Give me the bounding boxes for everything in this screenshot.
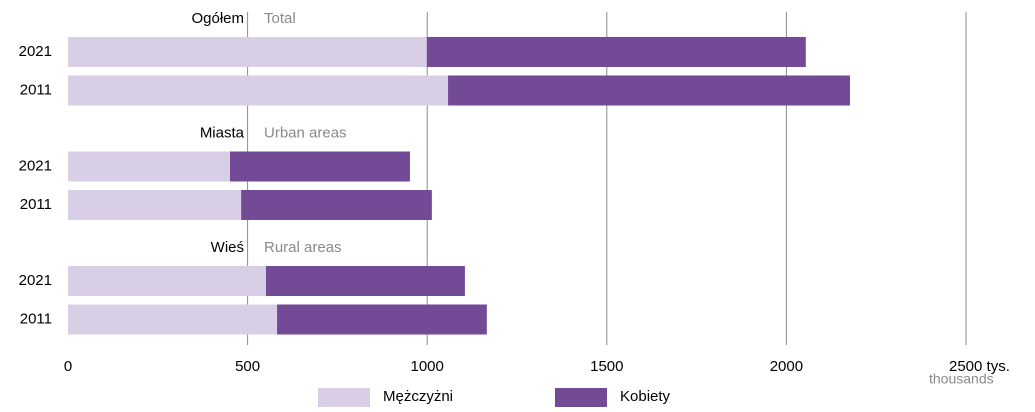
group-label-en: Urban areas — [264, 124, 347, 141]
bar — [241, 190, 432, 220]
bar — [265, 266, 465, 296]
y-tick-label: 2011 — [20, 81, 52, 98]
bar — [426, 37, 806, 67]
group-label-en: Rural areas — [264, 239, 342, 256]
bar — [68, 266, 266, 296]
x-tick-label: 1500 — [590, 358, 623, 375]
group-label: Ogółem — [191, 10, 244, 27]
group-label: Wieś — [211, 239, 244, 256]
y-tick-label: 2021 — [19, 43, 52, 60]
y-tick-label: 2021 — [19, 272, 52, 289]
legend-label: Mężczyżni — [383, 388, 453, 405]
legend-swatch — [318, 388, 370, 407]
x-tick-label: 0 — [64, 358, 72, 375]
legend-label: Kobiety — [620, 388, 671, 405]
y-tick-label: 2011 — [20, 196, 52, 213]
bar — [229, 151, 410, 182]
bar — [277, 304, 487, 335]
x-tick-label: 1000 — [411, 358, 444, 375]
bar — [68, 304, 278, 335]
bar — [68, 37, 427, 67]
group-label-en: Total — [264, 10, 296, 27]
bar — [68, 151, 230, 182]
group-label: Miasta — [200, 124, 245, 141]
bar — [448, 75, 850, 106]
x-tick-label: 500 — [235, 358, 260, 375]
x-tick-label: 2000 — [770, 358, 803, 375]
bar — [68, 75, 449, 106]
y-tick-label: 2011 — [20, 310, 52, 327]
legend-swatch — [555, 388, 607, 407]
x-axis-label: thousands — [929, 371, 994, 387]
y-tick-label: 2021 — [19, 157, 52, 174]
x-tick-label: 2500 tys. — [949, 358, 1010, 375]
bar — [68, 190, 242, 220]
